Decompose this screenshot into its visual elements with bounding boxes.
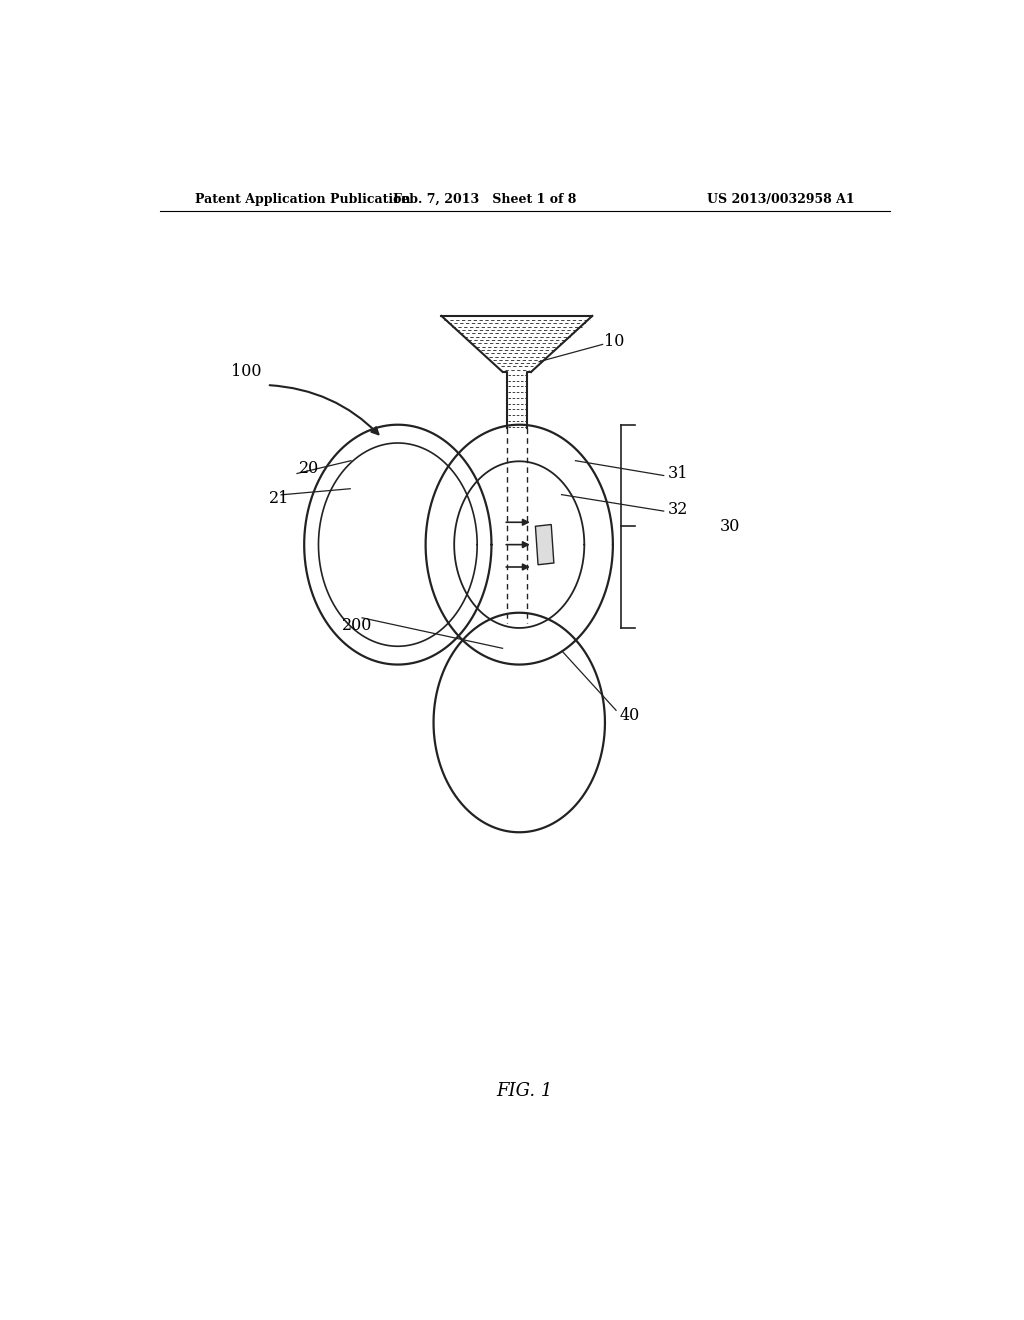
Text: US 2013/0032958 A1: US 2013/0032958 A1 <box>707 193 854 206</box>
Text: FIG. 1: FIG. 1 <box>497 1082 553 1101</box>
Text: 200: 200 <box>342 618 373 635</box>
Bar <box>536 524 554 565</box>
Text: Patent Application Publication: Patent Application Publication <box>196 193 411 206</box>
Text: 31: 31 <box>668 465 688 482</box>
Text: 21: 21 <box>269 491 290 507</box>
Text: 40: 40 <box>620 708 640 723</box>
Text: 100: 100 <box>231 363 262 380</box>
Text: Feb. 7, 2013   Sheet 1 of 8: Feb. 7, 2013 Sheet 1 of 8 <box>393 193 577 206</box>
Text: 30: 30 <box>720 517 740 535</box>
Text: 32: 32 <box>668 500 688 517</box>
Text: 10: 10 <box>604 333 625 350</box>
Text: 20: 20 <box>299 459 318 477</box>
